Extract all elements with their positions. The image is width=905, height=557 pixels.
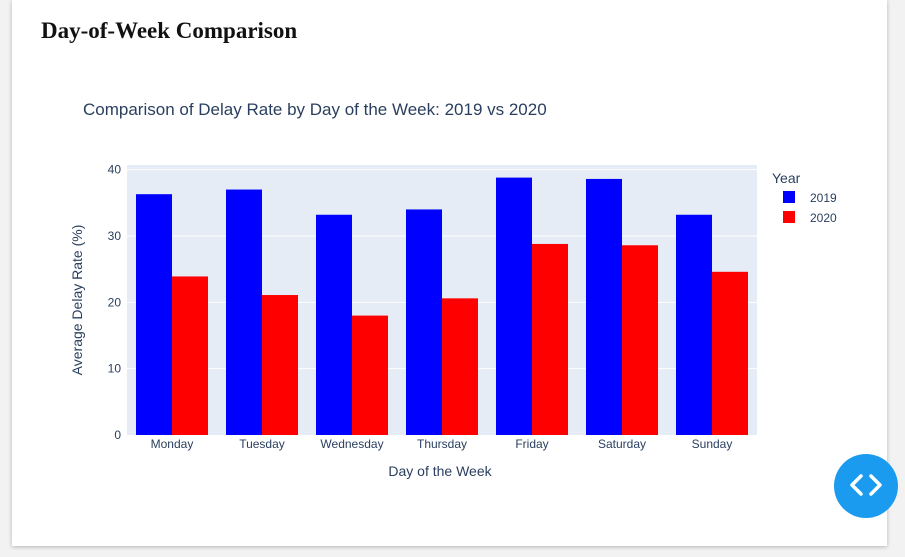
y-tick-label: 30	[108, 229, 122, 243]
y-tick-label: 10	[108, 362, 122, 376]
y-tick-label: 40	[108, 163, 122, 177]
x-tick-label: Tuesday	[239, 437, 285, 451]
bar-2019-thursday[interactable]	[406, 209, 442, 435]
legend: Year 2019 2020	[772, 170, 837, 225]
legend-title: Year	[772, 170, 801, 186]
legend-label-2020[interactable]: 2020	[810, 211, 837, 225]
x-tick-label: Monday	[151, 437, 194, 451]
x-tick-labels: Monday Tuesday Wednesday Thursday Friday Satu…	[151, 437, 733, 451]
bar-2020-monday[interactable]	[172, 276, 208, 435]
x-tick-label: Thursday	[417, 437, 467, 451]
x-tick-label: Friday	[515, 437, 548, 451]
x-axis-label: Day of the Week	[388, 463, 492, 479]
legend-label-2019[interactable]: 2019	[810, 191, 837, 205]
y-tick-label: 0	[114, 428, 121, 442]
code-brackets-icon	[849, 472, 883, 501]
legend-swatch-2020[interactable]	[783, 211, 795, 223]
bar-2020-wednesday[interactable]	[352, 315, 388, 435]
bar-2019-saturday[interactable]	[586, 178, 622, 435]
x-tick-label: Sunday	[692, 437, 733, 451]
code-toggle-button[interactable]	[834, 454, 898, 518]
section-heading: Day-of-Week Comparison	[41, 18, 298, 43]
bar-2020-friday[interactable]	[532, 243, 568, 435]
bar-2020-saturday[interactable]	[622, 245, 658, 435]
bar-2019-sunday[interactable]	[676, 214, 712, 435]
x-tick-label: Saturday	[598, 437, 646, 451]
chart-title: Comparison of Delay Rate by Day of the W…	[83, 100, 547, 119]
x-tick-label: Wednesday	[320, 437, 383, 451]
bar-2019-monday[interactable]	[136, 194, 172, 435]
bar-2020-thursday[interactable]	[442, 298, 478, 435]
bar-2019-wednesday[interactable]	[316, 214, 352, 435]
y-tick-labels: 0 10 20 30 40	[108, 163, 122, 442]
bar-2019-tuesday[interactable]	[226, 189, 262, 435]
bar-2019-friday[interactable]	[496, 177, 532, 435]
y-tick-label: 20	[108, 295, 122, 309]
y-axis-label: Average Delay Rate (%)	[69, 225, 85, 376]
bar-2020-tuesday[interactable]	[262, 295, 298, 435]
bars	[136, 177, 748, 435]
legend-swatch-2019[interactable]	[783, 191, 795, 203]
bar-2020-sunday[interactable]	[712, 271, 748, 435]
